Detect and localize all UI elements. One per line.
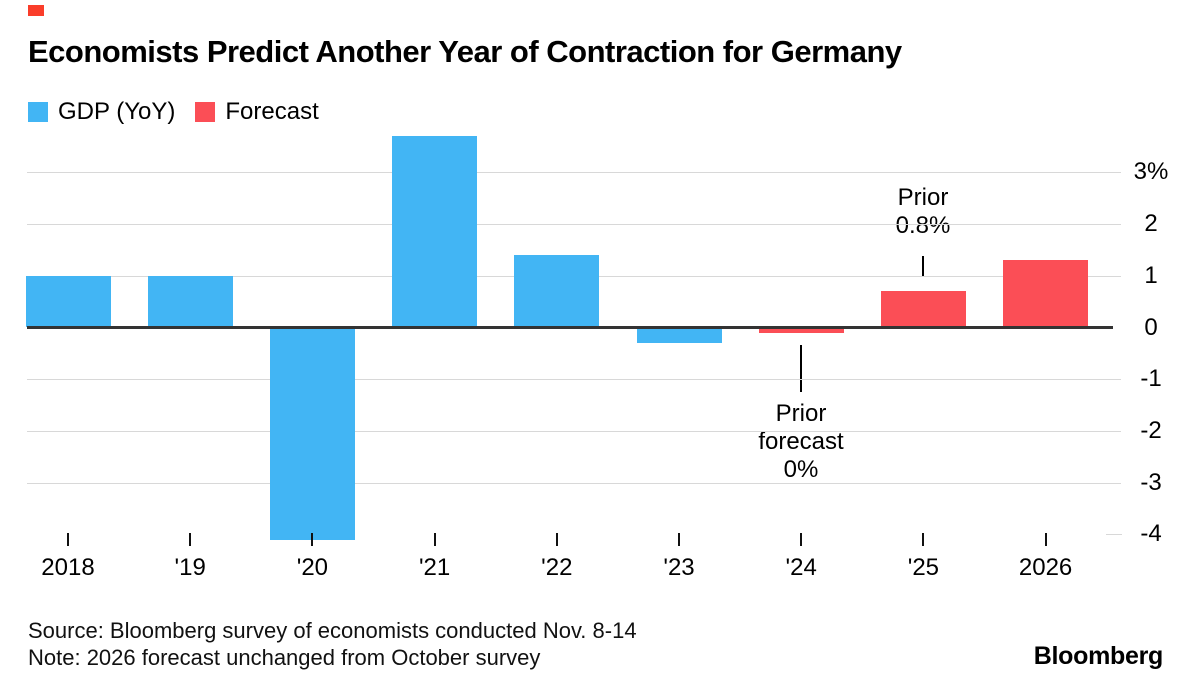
- bar-2018: [25, 275, 111, 328]
- annotation-prior-2025-line1: Prior: [897, 184, 949, 211]
- gridline--1: [27, 379, 1121, 381]
- note-line: Note: 2026 forecast unchanged from Octob…: [28, 645, 541, 670]
- bar-2026: [1003, 260, 1089, 328]
- x-axis-label-25: '25: [907, 554, 940, 581]
- source-line: Source: Bloomberg survey of economists c…: [28, 618, 637, 643]
- annotation-pointer-2024: [800, 345, 802, 392]
- source-note: Source: Bloomberg survey of economists c…: [28, 617, 637, 671]
- legend-item-gdp: GDP (YoY): [28, 98, 175, 126]
- bar-22: [514, 255, 600, 328]
- bar-19: [147, 275, 233, 328]
- x-tick-23: [678, 533, 680, 546]
- legend-label-gdp: GDP (YoY): [58, 98, 176, 125]
- gridline-3%: [27, 172, 1121, 174]
- legend: GDP (YoY) Forecast: [28, 98, 319, 126]
- bar-23: [636, 327, 722, 344]
- annotation-prior-2024-line3: 0%: [783, 456, 819, 483]
- x-tick-25: [922, 533, 925, 546]
- x-axis-label-22: '22: [541, 554, 573, 581]
- y-axis-label-2: 2: [1144, 210, 1158, 238]
- x-tick-24: [800, 533, 803, 546]
- x-axis-label-23: '23: [663, 554, 695, 581]
- zero-axis-line: [27, 326, 1113, 329]
- y-axis-label--1: -1: [1140, 365, 1162, 393]
- forecast-swatch-icon: [195, 102, 216, 122]
- bar-20: [269, 327, 355, 540]
- x-tick-19: [189, 533, 192, 546]
- x-axis-label-19: '19: [174, 554, 206, 581]
- y-axis-label--3: -3: [1140, 468, 1162, 496]
- x-axis-label-2018: 2018: [41, 554, 95, 581]
- bar-25: [880, 291, 966, 328]
- x-tick-2018: [67, 533, 69, 546]
- x-axis-label-2026: 2026: [1018, 554, 1073, 581]
- annotation-prior-2024-line2: forecast: [758, 428, 844, 455]
- y-axis-label--2: -2: [1140, 416, 1162, 444]
- legend-item-forecast: Forecast: [195, 98, 319, 126]
- x-axis-label-21: '21: [418, 554, 451, 581]
- gridline-stub-minus4: [1106, 534, 1122, 536]
- x-axis-label-24: '24: [785, 554, 817, 581]
- x-tick-20: [311, 533, 314, 546]
- legend-label-forecast: Forecast: [225, 98, 319, 125]
- y-axis-label--4: -4: [1140, 520, 1162, 548]
- annotation-prior-2024: Prior forecast 0%: [736, 400, 866, 484]
- gridline--3: [27, 482, 1121, 484]
- annotation-prior-2025-line2: 0.8%: [895, 212, 951, 239]
- bar-21: [392, 136, 478, 328]
- x-tick-21: [433, 533, 436, 546]
- annotation-prior-2025: Prior 0.8%: [858, 184, 988, 240]
- bar-24: [758, 327, 844, 333]
- gridline-2: [27, 224, 1121, 226]
- x-tick-22: [555, 533, 558, 546]
- annotation-prior-2024-line1: Prior: [775, 400, 827, 427]
- x-axis-label-20: '20: [296, 554, 329, 581]
- chart-title: Economists Predict Another Year of Contr…: [28, 34, 902, 69]
- gdp-swatch-icon: [28, 102, 48, 122]
- gridline--2: [27, 430, 1121, 432]
- y-axis-label-3%: 3%: [1133, 158, 1169, 186]
- y-axis-label-1: 1: [1144, 261, 1158, 289]
- y-axis-label-0: 0: [1144, 313, 1158, 341]
- annotation-pointer-2025: [922, 256, 924, 276]
- brand-red-marker: [28, 5, 44, 16]
- bloomberg-logo: Bloomberg: [1033, 642, 1164, 670]
- x-tick-2026: [1044, 533, 1047, 546]
